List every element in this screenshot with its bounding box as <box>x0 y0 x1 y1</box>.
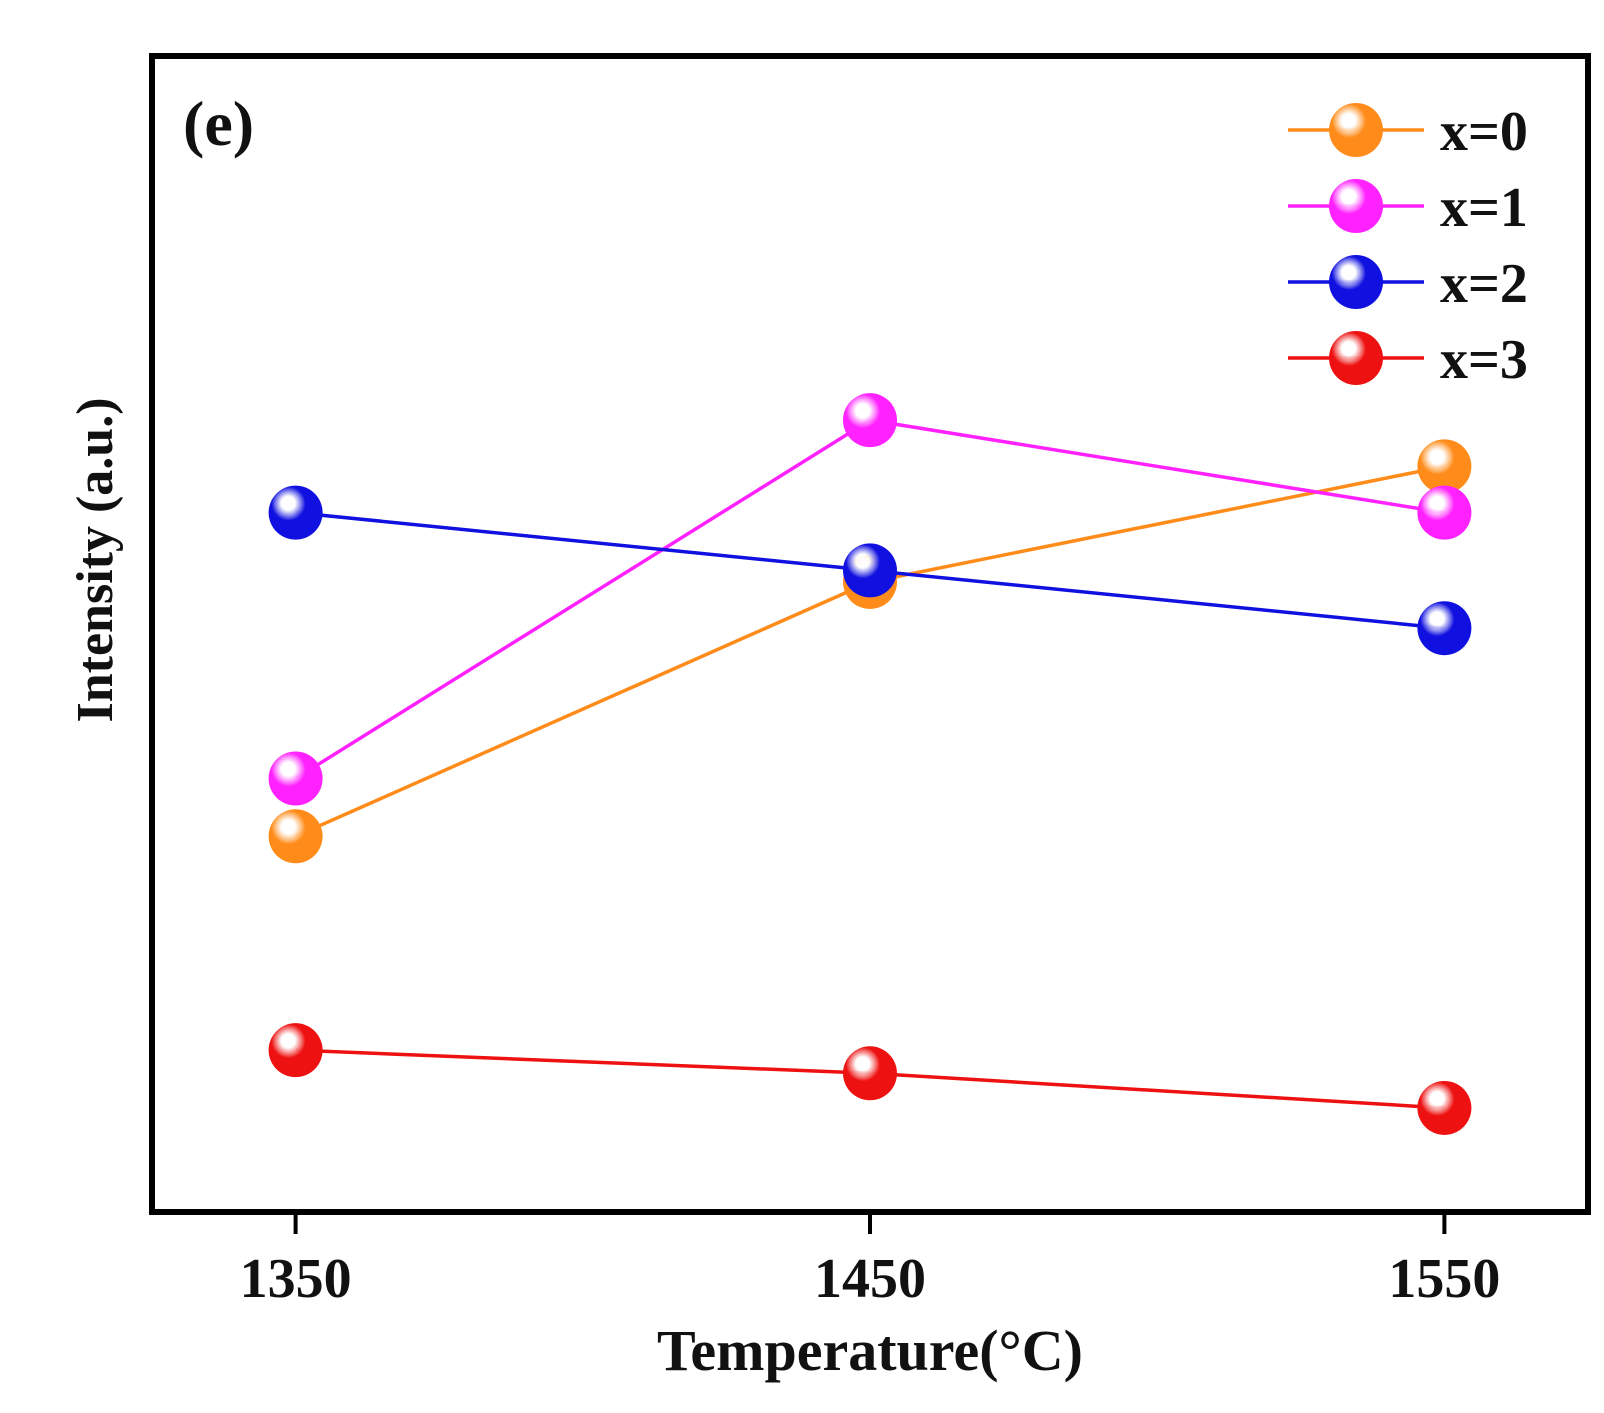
x-tick-label: 1350 <box>240 1248 352 1310</box>
data-point-x=1 <box>1417 485 1472 540</box>
series-line-x=0 <box>294 464 1445 838</box>
legend-label: x=2 <box>1440 253 1528 315</box>
data-point-x=2 <box>1417 601 1472 656</box>
panel-label: (e) <box>183 88 254 159</box>
data-point-x=2 <box>268 485 323 540</box>
legend-marker <box>1329 179 1383 233</box>
plot-frame <box>149 53 1591 1215</box>
data-point-x=0 <box>1417 439 1472 494</box>
legend-marker <box>1329 103 1383 157</box>
legend-label: x=3 <box>1440 329 1528 391</box>
data-point-x=3 <box>843 1046 897 1101</box>
legend-label: x=1 <box>1440 177 1528 239</box>
data-point-x=1 <box>843 393 897 448</box>
data-point-x=3 <box>1417 1080 1472 1135</box>
legend-marker <box>1329 255 1383 309</box>
x-axis-label: Temperature(°C) <box>657 1318 1083 1383</box>
x-axis-ticks: 1350 1450 1550 <box>240 1212 1500 1310</box>
data-point-x=3 <box>268 1023 323 1078</box>
data-point-x=1 <box>268 751 323 806</box>
data-point-x=2 <box>843 543 897 598</box>
data-point-x=0 <box>268 809 323 864</box>
x-tick-label: 1450 <box>814 1248 926 1310</box>
x-tick-label: 1550 <box>1388 1248 1500 1310</box>
y-axis-label: Intensity (a.u.) <box>67 397 124 722</box>
legend-marker <box>1329 331 1383 385</box>
series-layer <box>268 393 1472 1135</box>
legend: x=0 x=1 x=2 x=3 <box>1288 101 1528 391</box>
legend-label: x=0 <box>1440 101 1528 163</box>
